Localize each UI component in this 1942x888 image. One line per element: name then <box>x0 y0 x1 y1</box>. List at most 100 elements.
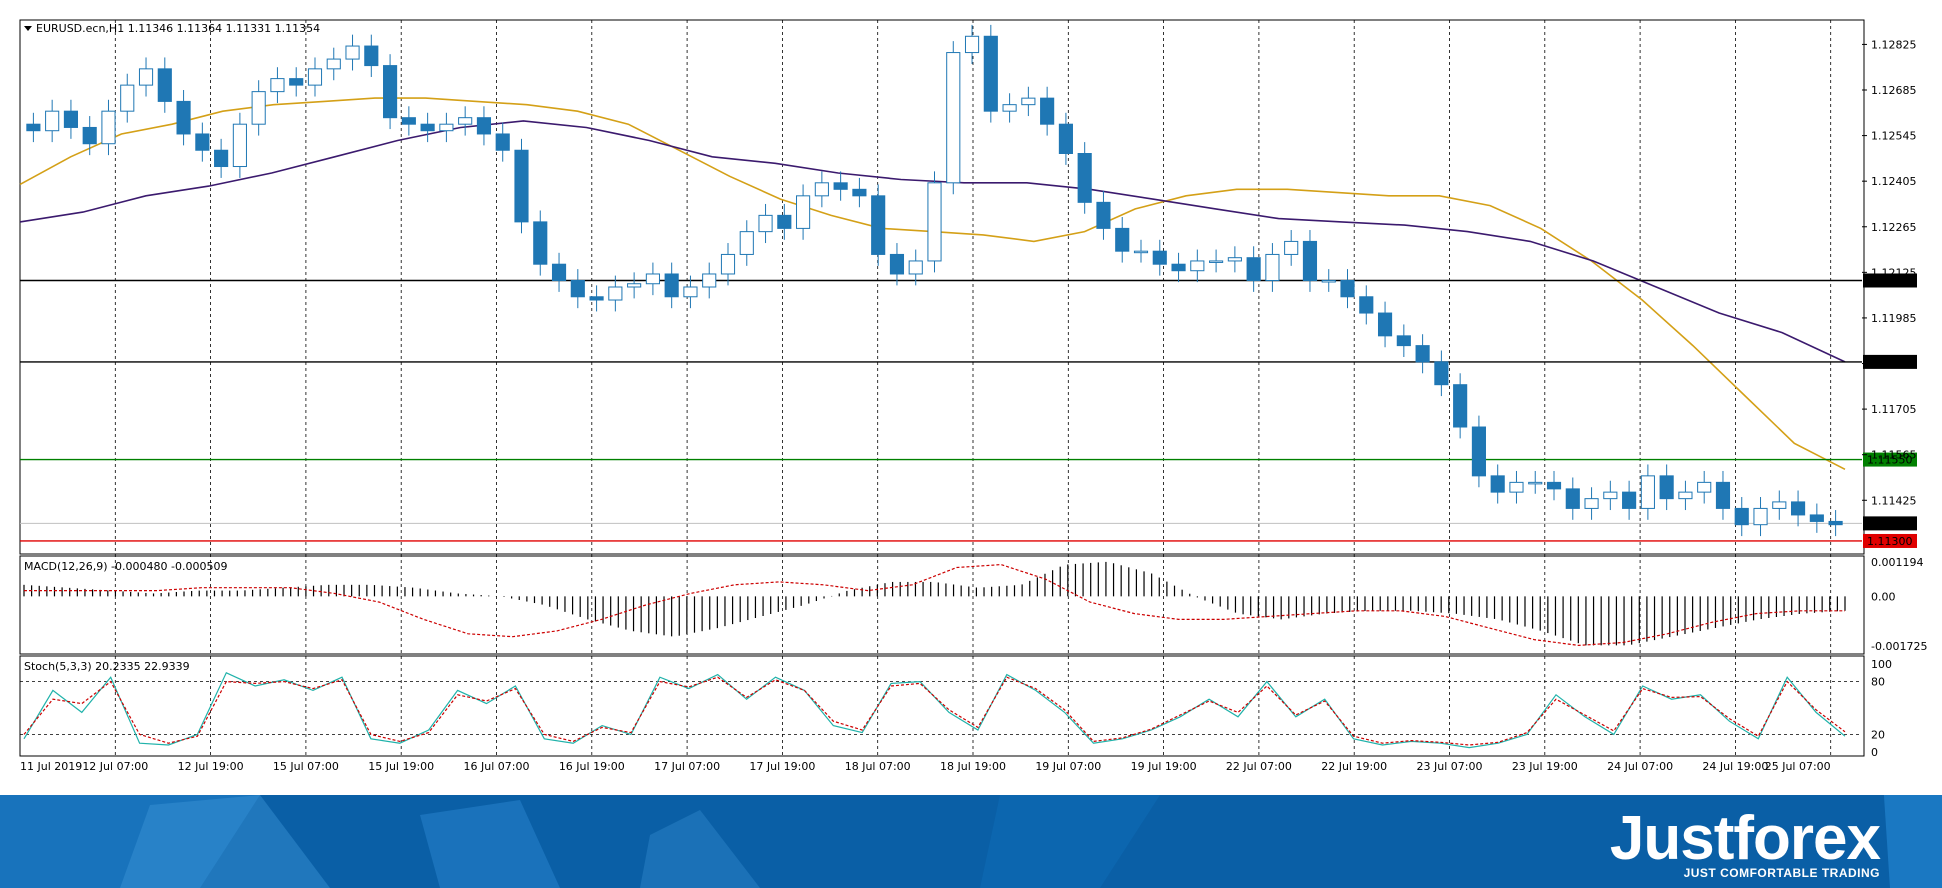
candle-body <box>1077 153 1092 203</box>
macd-tick-label: -0.001725 <box>1871 640 1927 653</box>
price-tick-label: 1.12405 <box>1871 175 1917 188</box>
candle-body <box>627 283 642 288</box>
candle-body <box>1284 240 1299 255</box>
price-axis: 1.12825 1.12685 1.12545 1.12405 1.12265 1.121… <box>1862 38 1917 507</box>
macd-signal-line <box>24 563 1845 647</box>
price-tick-label: 1.12685 <box>1871 84 1917 97</box>
level-tag <box>1863 533 1917 548</box>
price-tick-label: 1.11565 <box>1871 449 1917 462</box>
time-label: 18 Jul 19:00 <box>940 760 1006 773</box>
candle-body <box>814 182 829 197</box>
candle-body <box>1528 481 1543 485</box>
current-price-label: 1.11354 <box>1867 517 1913 530</box>
macd-tick-label: 0.00 <box>1871 590 1896 603</box>
candle-body <box>702 273 717 288</box>
candle-body <box>1190 260 1205 272</box>
candle-body <box>1471 426 1486 477</box>
candle-body <box>852 188 867 197</box>
dropdown-triangle-icon[interactable] <box>24 26 32 31</box>
candle-body <box>664 273 679 298</box>
candle-body <box>777 214 792 229</box>
stoch-label: Stoch(5,3,3) 20.2335 22.9339 <box>24 660 190 673</box>
chart-canvas: 1.12100 1.11850 1.11550 1.11300 1.11354 1.12… <box>19 19 1927 773</box>
time-label: 15 Jul 07:00 <box>273 760 339 773</box>
time-label: 16 Jul 07:00 <box>464 760 530 773</box>
candle-body <box>1715 481 1731 509</box>
candle-body <box>1152 250 1167 265</box>
candle-body <box>495 133 510 151</box>
candle-body <box>1209 260 1224 263</box>
level-price-label: 1.11850 <box>1867 356 1913 369</box>
candle-body <box>1546 481 1562 490</box>
candle-body <box>1396 335 1411 347</box>
candle-body <box>289 78 304 86</box>
time-label: 17 Jul 19:00 <box>749 760 815 773</box>
candle-body <box>1697 481 1712 493</box>
macd-label: MACD(12,26,9) -0.000480 -0.000509 <box>24 560 227 573</box>
time-label: 23 Jul 19:00 <box>1512 760 1578 773</box>
candle-body <box>589 296 604 301</box>
time-label: 19 Jul 19:00 <box>1131 760 1197 773</box>
candle-body <box>401 117 416 125</box>
candle-body <box>683 286 698 298</box>
candle-body <box>1734 507 1749 526</box>
candle-body <box>758 214 773 233</box>
candle-body <box>908 260 923 275</box>
candle-body <box>420 123 435 132</box>
candle-body <box>63 110 79 128</box>
candle-body <box>1678 491 1693 500</box>
candle-body <box>1434 361 1449 386</box>
candle-body <box>796 195 811 229</box>
time-label: 17 Jul 07:00 <box>654 760 720 773</box>
candle-body <box>383 65 398 119</box>
candle-body <box>1115 227 1130 252</box>
candle-body <box>645 273 660 285</box>
candle-body <box>1058 123 1073 154</box>
candle-body <box>1321 279 1336 283</box>
candle-body <box>927 182 942 262</box>
candle-body <box>1509 481 1524 493</box>
candle-body <box>1302 240 1318 281</box>
price-tick-label: 1.11845 <box>1871 358 1917 371</box>
macd-tick-label: 0.001194 <box>1871 556 1924 569</box>
candle-body <box>889 253 905 275</box>
candle-body <box>157 68 172 102</box>
level-price-label: 1.11550 <box>1867 454 1913 467</box>
time-label: 18 Jul 07:00 <box>845 760 911 773</box>
candle-body <box>1490 475 1505 493</box>
level-price-label: 1.12100 <box>1867 274 1913 287</box>
candle-body <box>1809 514 1824 522</box>
candle-body <box>1753 507 1768 526</box>
candle-body <box>1828 520 1843 526</box>
candlesticks <box>26 24 1843 537</box>
candle-body <box>1622 491 1637 509</box>
time-label: 19 Jul 07:00 <box>1035 760 1101 773</box>
time-axis: 11 Jul 2019 12 Jul 07:00 12 Jul 19:00 15 Ju… <box>20 760 1831 773</box>
candle-body <box>551 263 567 281</box>
macd-indicator: 0.001194 0.00 -0.001725 <box>23 556 1927 653</box>
current-price-tag <box>1863 516 1917 531</box>
time-label: 22 Jul 07:00 <box>1226 760 1292 773</box>
candle-body <box>101 110 116 145</box>
time-label: 25 Jul 07:00 <box>1765 760 1831 773</box>
candle-body <box>439 123 454 132</box>
candle-body <box>1415 345 1430 363</box>
price-tick-label: 1.12125 <box>1871 266 1917 279</box>
candle-body <box>739 231 754 255</box>
price-panel <box>19 19 1865 555</box>
time-label: 24 Jul 19:00 <box>1702 760 1768 773</box>
candle-body <box>26 123 41 132</box>
price-tick-label: 1.12825 <box>1871 38 1917 51</box>
candle-body <box>1265 253 1280 281</box>
time-label: 23 Jul 07:00 <box>1417 760 1483 773</box>
candle-body <box>476 117 492 135</box>
candle-body <box>232 123 247 168</box>
candle-body <box>1133 250 1149 254</box>
ma-slow-line <box>19 120 1846 363</box>
candle-body <box>251 91 266 125</box>
candle-body <box>720 253 736 275</box>
candle-body <box>533 221 548 265</box>
candle-body <box>138 68 154 86</box>
time-label: 24 Jul 07:00 <box>1607 760 1673 773</box>
candle-body <box>1640 475 1655 509</box>
